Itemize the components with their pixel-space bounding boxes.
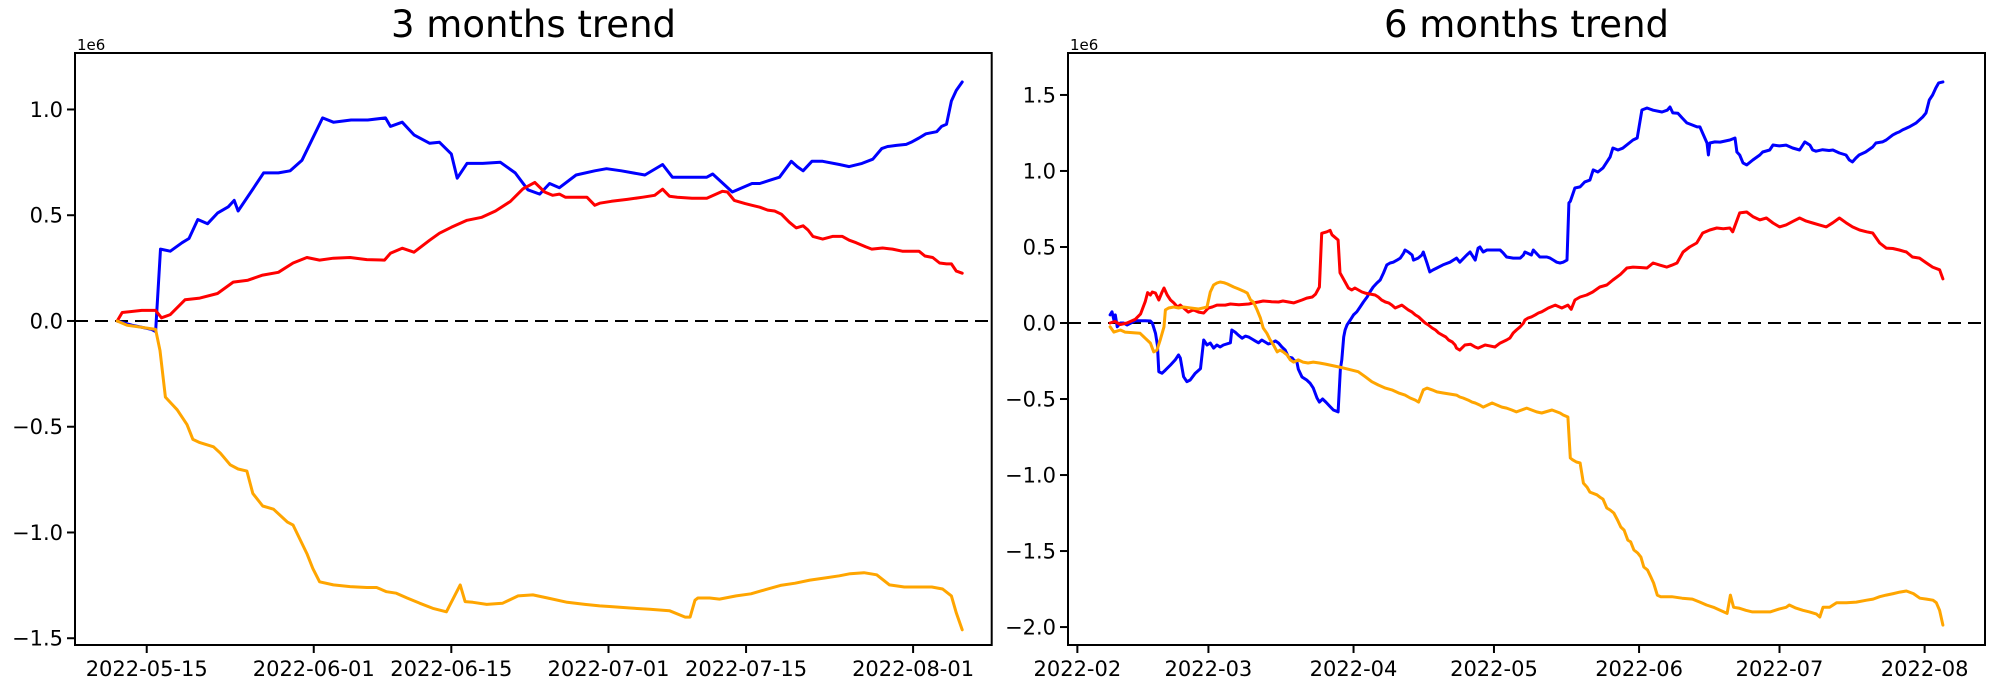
y-tick-label: −1.5 [12,627,63,651]
x-tick-label: 2022-02 [1033,657,1121,681]
x-tick-label: 2022-07-01 [547,657,669,681]
series-orange-line [1108,280,1945,627]
x-tick-label: 2022-07-15 [685,657,807,681]
x-tick-label: 2022-04 [1310,657,1398,681]
plot-border [74,52,993,646]
y-axis-offset-label: 1e6 [77,36,106,54]
x-tick-label: 2022-05-15 [86,657,208,681]
chart-title-6-months: 6 months trend [1383,3,1670,46]
y-tick-label: −0.5 [12,415,63,439]
series-red-line [115,180,964,323]
x-tick-label: 2022-03 [1165,657,1253,681]
y-tick-label: 1.0 [1023,159,1056,183]
plot-area-3-months: 1.0 0.5 0.0 −0.5 −1.0 −1.5 2022-05-15 2022-06-0… [12,52,993,681]
y-tick-label: −1.0 [12,521,63,545]
y-tick-label: 0.5 [1023,235,1056,259]
x-tick-label: 2022-08-01 [852,657,974,681]
y-tick-label: −2.0 [1005,616,1056,640]
plot-border [1067,52,1986,646]
series-blue-line [115,80,964,334]
chart-6-months-trend: 6 months trend 1e6 1.5 1.0 0.5 0.0 −0.5 −1.0 −… [1000,0,2000,700]
y-tick-label: −1.0 [1005,464,1056,488]
y-tick-label: −0.5 [1005,388,1056,412]
series-orange-line [115,319,964,632]
y-tick-label: 1.5 [1023,83,1056,107]
y-tick-label: 1.0 [30,98,63,122]
y-axis-offset-label: 1e6 [1070,36,1099,54]
x-tick-label: 2022-06 [1595,657,1683,681]
y-tick-label: −1.5 [1005,540,1056,564]
plot-area-6-months: 1.5 1.0 0.5 0.0 −0.5 −1.0 −1.5 −2.0 2022-02 2022-… [1005,52,1986,681]
chart-3-months-trend: 3 months trend 1e6 1.0 0.5 0.0 −0.5 −1.0 −1.5… [12,3,993,681]
chart-title-3-months: 3 months trend [390,3,677,46]
x-tick-label: 2022-08 [1881,657,1969,681]
y-tick-label: 0.0 [30,309,63,333]
x-tick-label: 2022-06-15 [390,657,512,681]
y-tick-label: 0.5 [30,204,63,228]
series-blue-line [1108,80,1945,414]
x-tick-label: 2022-05 [1450,657,1538,681]
y-tick-label: 0.0 [1023,312,1056,336]
x-tick-label: 2022-06-01 [253,657,375,681]
series-red-line [1108,210,1945,352]
x-tick-label: 2022-07 [1736,657,1824,681]
